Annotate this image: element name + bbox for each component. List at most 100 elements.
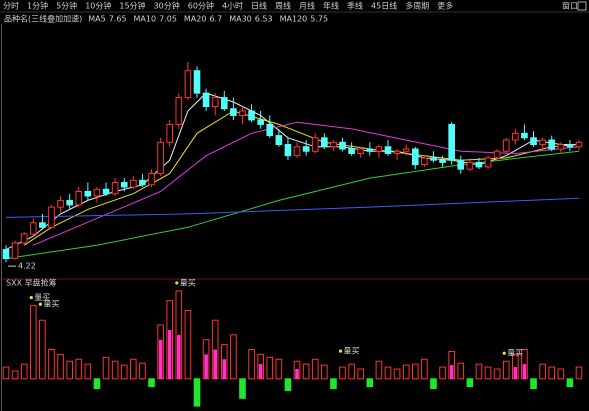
indicator-bar <box>148 378 155 388</box>
candle-body <box>39 222 46 228</box>
candle-body <box>266 123 274 137</box>
candle-body <box>339 141 346 150</box>
indicator-bar <box>366 378 374 388</box>
signal-label: 量买 <box>507 349 523 358</box>
tab[interactable]: 分时 <box>3 1 19 11</box>
candle-body <box>539 139 546 146</box>
legend-name: MA5 <box>88 15 105 24</box>
indicator-bar <box>384 366 392 380</box>
tab[interactable]: 15分钟 <box>119 1 145 11</box>
candle-body <box>29 222 37 235</box>
indicator-bar <box>566 378 574 388</box>
indicator-bar <box>29 305 37 380</box>
candle-body <box>166 123 174 143</box>
tab[interactable]: 45日线 <box>371 1 397 11</box>
tab[interactable]: 月线 <box>299 1 315 11</box>
tab[interactable]: 多周期 <box>405 1 429 11</box>
indicator-bar <box>2 366 10 380</box>
indicator-bar <box>102 356 110 380</box>
candle-body <box>193 70 201 94</box>
indicator-highlight <box>176 334 181 379</box>
indicator-highlight <box>213 349 218 379</box>
signal-dot <box>38 302 42 306</box>
signal-dot <box>29 295 33 300</box>
chart-title: 品种名(三线叠加加速) <box>4 14 82 24</box>
candle-body <box>493 150 501 159</box>
candle-body <box>557 144 565 150</box>
candle-body <box>512 132 519 141</box>
candle-body <box>466 161 474 170</box>
indicator-bar <box>439 366 446 380</box>
tab[interactable]: 季线 <box>347 1 363 11</box>
indicator-bar <box>11 370 19 380</box>
window-button[interactable]: 窗口 <box>562 1 578 11</box>
tab[interactable]: 更多 <box>437 1 453 11</box>
tab[interactable]: 年线 <box>323 1 339 11</box>
candle-body <box>175 97 183 125</box>
indicator-highlight <box>513 367 518 379</box>
tab[interactable]: 日线 <box>251 1 267 11</box>
indicator-bar <box>120 364 128 380</box>
indicator-bar <box>193 378 201 407</box>
legend-name: MA120 <box>280 15 308 24</box>
candle-body <box>575 141 583 148</box>
indicator-bar <box>539 363 546 380</box>
candle-body <box>75 190 83 206</box>
candle-body <box>11 242 19 260</box>
tab[interactable]: 10分钟 <box>85 1 111 11</box>
tab[interactable]: 周线 <box>275 1 291 11</box>
legend-value: 6.53 <box>255 15 273 24</box>
signal-label: 量买 <box>43 300 59 309</box>
indicator-highlight <box>295 369 299 379</box>
tab[interactable]: 1分钟 <box>27 1 48 11</box>
indicator-bar <box>139 362 146 380</box>
legend-name: MA10 <box>134 15 157 24</box>
candle-body <box>139 179 146 186</box>
indicator-bar <box>248 349 255 380</box>
signal-label: 量买 <box>344 347 360 356</box>
candle-body <box>402 148 410 152</box>
signal-dot <box>338 349 343 353</box>
legend-value: 7.05 <box>159 15 177 24</box>
tab[interactable]: 5分钟 <box>56 1 77 11</box>
candle-body <box>439 159 446 163</box>
indicator-highlight <box>449 365 454 379</box>
indicator-bar <box>311 358 319 380</box>
indicator-bar <box>48 349 55 380</box>
legend-name: MA30 <box>229 15 252 24</box>
indicator-bar <box>575 366 583 380</box>
indicator-highlight <box>258 364 263 379</box>
candle-body <box>211 97 219 108</box>
candle-body <box>57 199 64 208</box>
indicator-bar <box>457 362 465 380</box>
indicator-bar <box>111 360 119 380</box>
indicator-bar <box>93 378 101 390</box>
candle-body <box>48 206 55 228</box>
tab[interactable]: 60分钟 <box>188 1 214 11</box>
candle-body <box>157 141 164 175</box>
candle-body <box>502 139 510 152</box>
low-label: 4.22 <box>18 262 36 271</box>
indicator-bar <box>484 366 492 380</box>
indicator-highlight <box>158 339 163 379</box>
candle-body <box>566 144 574 148</box>
indicator-bar <box>375 360 383 380</box>
indicator-bar <box>393 368 401 380</box>
candle-body <box>311 137 319 152</box>
close-button[interactable] <box>577 1 587 11</box>
signal-dot <box>502 351 506 355</box>
signal-dot <box>175 281 179 285</box>
candle-body <box>66 199 73 206</box>
tab[interactable]: 30分钟 <box>154 1 180 11</box>
indicator-bar <box>266 356 274 380</box>
indicator-bar <box>493 368 501 380</box>
tab[interactable]: 4小时 <box>222 1 243 11</box>
candle-body <box>111 182 119 195</box>
indicator-highlight <box>522 364 527 379</box>
indicator-bar <box>321 364 328 380</box>
candle-body <box>93 188 101 197</box>
indicator-bar <box>475 363 483 380</box>
candle-body <box>302 146 310 152</box>
